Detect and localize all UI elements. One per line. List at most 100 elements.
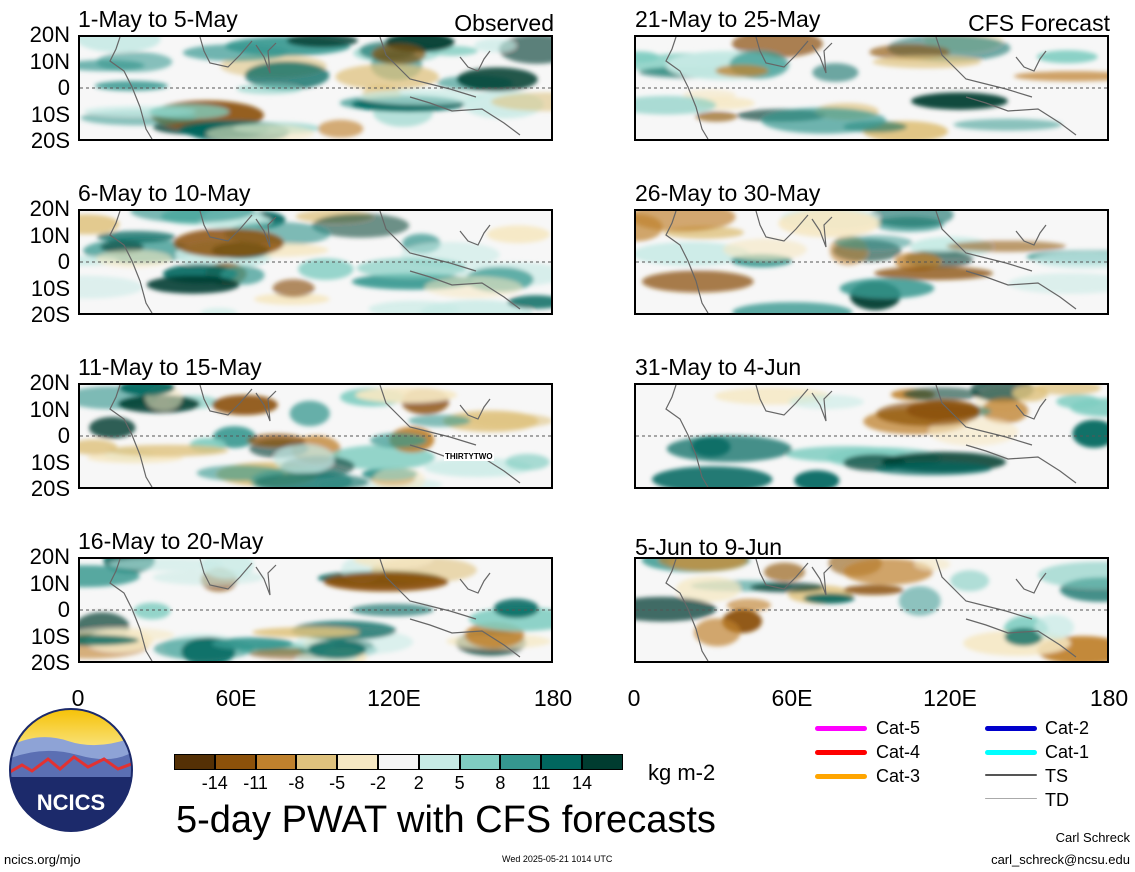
map-panel-5 [634, 35, 1109, 141]
coastline [109, 559, 153, 661]
colorbar-swatch-2 [255, 754, 297, 770]
pwat-anomaly-blob [80, 565, 140, 588]
pwat-anomaly-blob [658, 559, 749, 571]
coastline [665, 37, 709, 139]
pwat-anomaly-blob [311, 213, 410, 238]
pwat-anomaly-blob [1034, 385, 1102, 395]
pwat-anomaly-blob [493, 598, 539, 619]
colorbar-tick-2: -8 [288, 773, 305, 793]
colorbar-swatch-5 [378, 754, 419, 770]
pwat-anomaly-blob [1037, 561, 1107, 589]
coastline [199, 37, 253, 68]
coastline [199, 211, 253, 242]
panel-title-4: 16-May to 20-May [78, 528, 264, 554]
coastline [1015, 50, 1047, 72]
colorbar-swatch-8 [500, 754, 542, 770]
coastline [811, 42, 833, 74]
colorbar-units: kg m-2 [648, 760, 716, 785]
pwat-anomaly-blob [298, 258, 354, 280]
pwat-anomaly-blob [130, 211, 255, 223]
pwat-anomaly-blob [911, 92, 1008, 110]
pwat-anomaly-blob [636, 241, 750, 266]
coastline [755, 37, 809, 68]
colorbar-swatch-0 [174, 754, 215, 770]
pwat-field [80, 385, 551, 487]
map-panel-7 [634, 383, 1109, 489]
pwat-anomaly-blob [903, 387, 981, 401]
coastline [459, 398, 491, 420]
lat-label-row4-3: 10S [30, 623, 70, 649]
pwat-anomaly-blob [505, 453, 550, 471]
storm-label: THIRTYTWO [444, 452, 494, 461]
ncics-logo: NCICS [9, 708, 133, 832]
lat-label-row2-1: 10N [29, 222, 70, 248]
coastline [935, 385, 1033, 446]
pwat-field [80, 559, 551, 661]
panel-title-3: 11-May to 15-May [78, 354, 262, 380]
colorbar-tick-4: -2 [369, 773, 387, 793]
pwat-anomaly-blob [200, 307, 238, 313]
pwat-anomaly-blob [212, 637, 293, 650]
legend-label-ts: TS [1045, 766, 1069, 786]
panel-title-2: 6-May to 10-May [78, 180, 251, 206]
legend-line-cat2 [985, 726, 1037, 731]
site-link[interactable]: ncics.org/mjo [4, 852, 81, 867]
pwat-anomaly-blob [1036, 50, 1098, 64]
map-panel-3 [78, 383, 553, 489]
pwat-anomaly-blob [308, 639, 367, 660]
legend-line-cat4 [815, 750, 867, 755]
pwat-anomaly-blob [695, 111, 738, 122]
pwat-anomaly-blob [107, 444, 229, 457]
coastline [255, 42, 277, 74]
pwat-anomaly-blob [675, 576, 741, 602]
pwat-anomaly-blob [408, 414, 471, 427]
pwat-anomaly-blob [694, 618, 741, 647]
pwat-field [636, 559, 1107, 661]
pwat-field [636, 211, 1107, 313]
coastline [665, 385, 709, 487]
pwat-anomaly-blob [323, 572, 449, 592]
pwat-anomaly-blob [872, 55, 981, 69]
pwat-anomaly-blob [473, 38, 517, 53]
coastline [1015, 398, 1047, 420]
lat-label-row3-2: 0 [57, 423, 70, 448]
pwat-anomaly-blob [726, 598, 771, 612]
timestamp: Wed 2025-05-21 1014 UTC [502, 854, 613, 864]
pwat-anomaly-blob [946, 240, 1066, 252]
coastline [379, 211, 477, 272]
pwat-anomaly-blob [641, 270, 754, 293]
pwat-anomaly-blob [254, 293, 330, 305]
pwat-anomaly-blob [133, 602, 171, 620]
pwat-anomaly-blob [843, 559, 933, 585]
colorbar-swatch-6 [418, 754, 460, 770]
pwat-anomaly-blob [317, 119, 364, 138]
pwat-anomaly-blob [715, 64, 769, 77]
pwat-anomaly-blob [273, 444, 335, 474]
pwat-anomaly-blob [732, 302, 853, 313]
coastline [459, 50, 491, 72]
logo-text: NCICS [37, 790, 105, 815]
lat-label-row1-4: 20S [30, 128, 70, 153]
pwat-anomaly-blob [981, 398, 1029, 424]
coastline [755, 385, 809, 416]
colorbar-swatch-1 [214, 754, 256, 770]
lon-label-right-180: 180 [1089, 685, 1129, 711]
legend-label-cat4: Cat-4 [876, 742, 921, 762]
lat-label-row3-0: 20N [29, 370, 70, 395]
lon-label-right-60e: 60E [771, 685, 813, 711]
pwat-anomaly-blob [370, 432, 428, 448]
pwat-anomaly-blob [906, 400, 981, 421]
coastline [811, 216, 833, 248]
pwat-anomaly-blob [1072, 419, 1107, 448]
coastline [109, 211, 153, 313]
lon-label-right-0: 0 [627, 685, 641, 711]
legend-line-cat5 [815, 726, 867, 731]
pwat-anomaly-blob [80, 214, 120, 235]
pwat-field [636, 385, 1107, 487]
pwat-field [80, 37, 551, 139]
coastline [379, 37, 477, 98]
panel-title-8: 5-Jun to 9-Jun [635, 534, 783, 560]
pwat-anomaly-blob [950, 570, 990, 592]
pwat-anomaly-blob [244, 61, 330, 90]
map-panel-8 [634, 557, 1109, 663]
